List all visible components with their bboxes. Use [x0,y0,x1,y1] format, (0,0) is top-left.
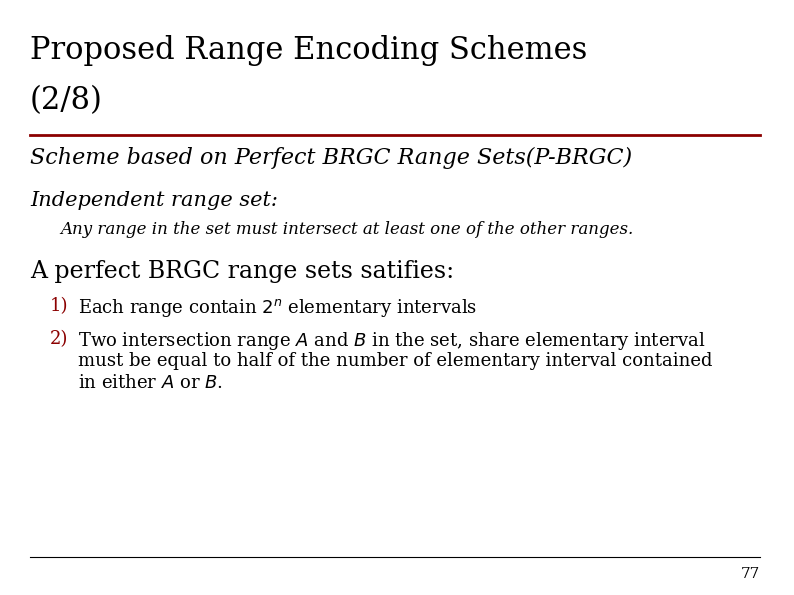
Text: Two intersection range $\mathit{A}$ and $\mathit{B}$ in the set, share elementar: Two intersection range $\mathit{A}$ and … [78,330,706,352]
Text: 77: 77 [741,567,760,581]
Text: A perfect BRGC range sets satifies:: A perfect BRGC range sets satifies: [30,260,454,283]
Text: must be equal to half of the number of elementary interval contained: must be equal to half of the number of e… [78,352,712,370]
Text: Proposed Range Encoding Schemes: Proposed Range Encoding Schemes [30,35,588,66]
Text: Any range in the set must intersect at least one of the other ranges.: Any range in the set must intersect at l… [60,221,634,238]
Text: (2/8): (2/8) [30,85,103,116]
Text: Scheme based on Perfect BRGC Range Sets(P-BRGC): Scheme based on Perfect BRGC Range Sets(… [30,147,632,169]
Text: Each range contain $2^n$ elementary intervals: Each range contain $2^n$ elementary inte… [78,297,477,319]
Text: Independent range set:: Independent range set: [30,191,278,210]
Text: 2): 2) [50,330,68,348]
Text: in either $\mathit{A}$ or $\mathit{B}$.: in either $\mathit{A}$ or $\mathit{B}$. [78,374,223,392]
Text: 1): 1) [50,297,68,315]
